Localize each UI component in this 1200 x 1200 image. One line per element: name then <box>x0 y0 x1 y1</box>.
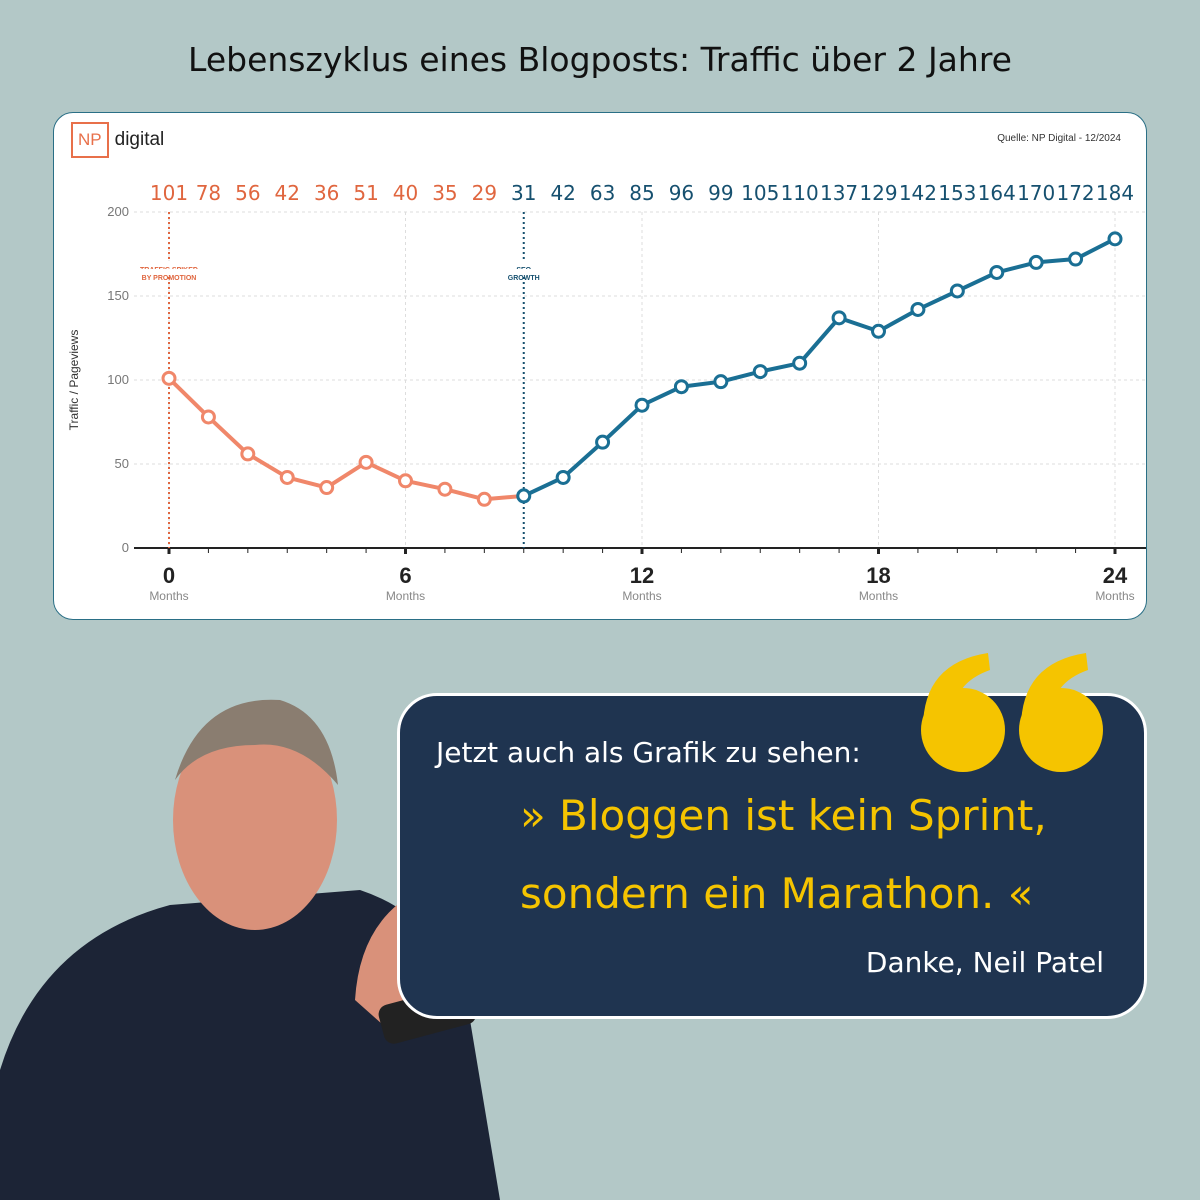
series-line-segment <box>324 460 369 490</box>
x-tick-sublabel: Months <box>149 589 188 603</box>
data-point <box>476 491 492 507</box>
quote-box: Jetzt auch als Grafik zu sehen: » Blogge… <box>397 693 1147 1019</box>
source-note: Quelle: NP Digital - 12/2024 <box>997 133 1121 144</box>
x-tick-label: 0 <box>163 563 175 588</box>
data-label: 35 <box>432 181 457 205</box>
data-point <box>752 364 768 380</box>
chart-card: NP digital Quelle: NP Digital - 12/2024 … <box>53 112 1147 620</box>
x-tick-label: 24 <box>1103 563 1128 588</box>
annotation-label: BY PROMOTION <box>142 275 197 282</box>
data-label: 29 <box>472 181 497 205</box>
x-tick-sublabel: Months <box>386 589 425 603</box>
data-point <box>792 355 808 371</box>
data-label: 36 <box>314 181 339 205</box>
data-point <box>398 473 413 489</box>
quote-marks-icon <box>921 653 1103 772</box>
data-label: 164 <box>978 181 1016 205</box>
x-tick-sublabel: Months <box>1095 589 1134 603</box>
annotation-bg <box>137 269 201 277</box>
data-label: 105 <box>741 181 779 205</box>
data-point <box>713 374 729 390</box>
data-label: 110 <box>781 181 819 205</box>
x-tick-sublabel: Months <box>859 589 898 603</box>
series-line-segment <box>245 451 290 480</box>
data-point <box>871 323 886 339</box>
data-point <box>673 379 689 395</box>
annotation-label: GROWTH <box>508 275 540 282</box>
quote-line-2: sondern ein Marathon. « <box>520 869 1034 918</box>
quote-author: Danke, Neil Patel <box>865 946 1104 979</box>
data-label: 129 <box>859 181 897 205</box>
data-label: 99 <box>708 181 733 205</box>
data-point <box>555 469 571 485</box>
data-label: 78 <box>196 181 221 205</box>
x-tick-label: 18 <box>866 563 890 588</box>
x-tick-sublabel: Months <box>622 589 661 603</box>
data-label: 153 <box>938 181 976 205</box>
annotation-bg <box>137 261 201 269</box>
data-label: 170 <box>1017 181 1055 205</box>
np-digital-logo: NP digital <box>71 122 164 158</box>
series-line-segment <box>561 440 605 480</box>
y-tick-label: 150 <box>107 288 129 303</box>
data-label: 101 <box>150 181 188 205</box>
data-point <box>989 264 1005 280</box>
series-line-segment <box>206 414 250 456</box>
data-label: 85 <box>629 181 654 205</box>
data-label: 142 <box>899 181 937 205</box>
data-label: 40 <box>393 181 418 205</box>
y-tick-label: 200 <box>107 204 129 219</box>
data-point <box>831 310 847 326</box>
series-line-segment <box>167 376 211 419</box>
data-point <box>240 446 256 462</box>
series-line-segment <box>600 403 644 445</box>
data-point <box>1107 231 1123 247</box>
data-point <box>949 283 965 299</box>
data-point <box>358 454 374 470</box>
series-line-segment <box>797 315 842 366</box>
data-point <box>1028 254 1044 270</box>
data-point <box>1068 251 1084 267</box>
x-tick-label: 6 <box>399 563 411 588</box>
data-label: 51 <box>353 181 378 205</box>
quote-line-1: » Bloggen ist kein Sprint, <box>520 791 1047 840</box>
data-label: 137 <box>820 181 858 205</box>
annotation-bg <box>491 261 556 269</box>
data-point <box>634 397 650 413</box>
annotation-bg <box>491 269 556 277</box>
data-label: 96 <box>669 181 694 205</box>
data-point <box>516 488 532 504</box>
logo-text: digital <box>114 129 165 150</box>
y-tick-label: 100 <box>107 372 129 387</box>
data-label: 56 <box>235 181 260 205</box>
data-label: 63 <box>590 181 615 205</box>
data-label: 172 <box>1056 181 1094 205</box>
data-label: 184 <box>1096 181 1134 205</box>
page-title: Lebenszyklus eines Blogposts: Traffic üb… <box>188 40 1012 79</box>
quote-intro: Jetzt auch als Grafik zu sehen: <box>436 736 861 769</box>
data-point <box>161 370 177 386</box>
data-label: 31 <box>511 181 536 205</box>
series-line-segment <box>876 307 920 334</box>
data-point <box>279 469 295 485</box>
x-tick-label: 12 <box>630 563 654 588</box>
data-point <box>910 301 926 317</box>
data-point <box>200 409 216 425</box>
data-point <box>319 480 335 496</box>
data-point <box>437 481 453 497</box>
y-axis-label: Traffic / Pageviews <box>67 330 81 431</box>
logo-box: NP <box>71 122 109 158</box>
data-label: 42 <box>550 181 575 205</box>
y-tick-label: 50 <box>115 456 129 471</box>
data-label: 42 <box>275 181 300 205</box>
data-point <box>595 434 611 450</box>
y-tick-label: 0 <box>122 540 129 555</box>
